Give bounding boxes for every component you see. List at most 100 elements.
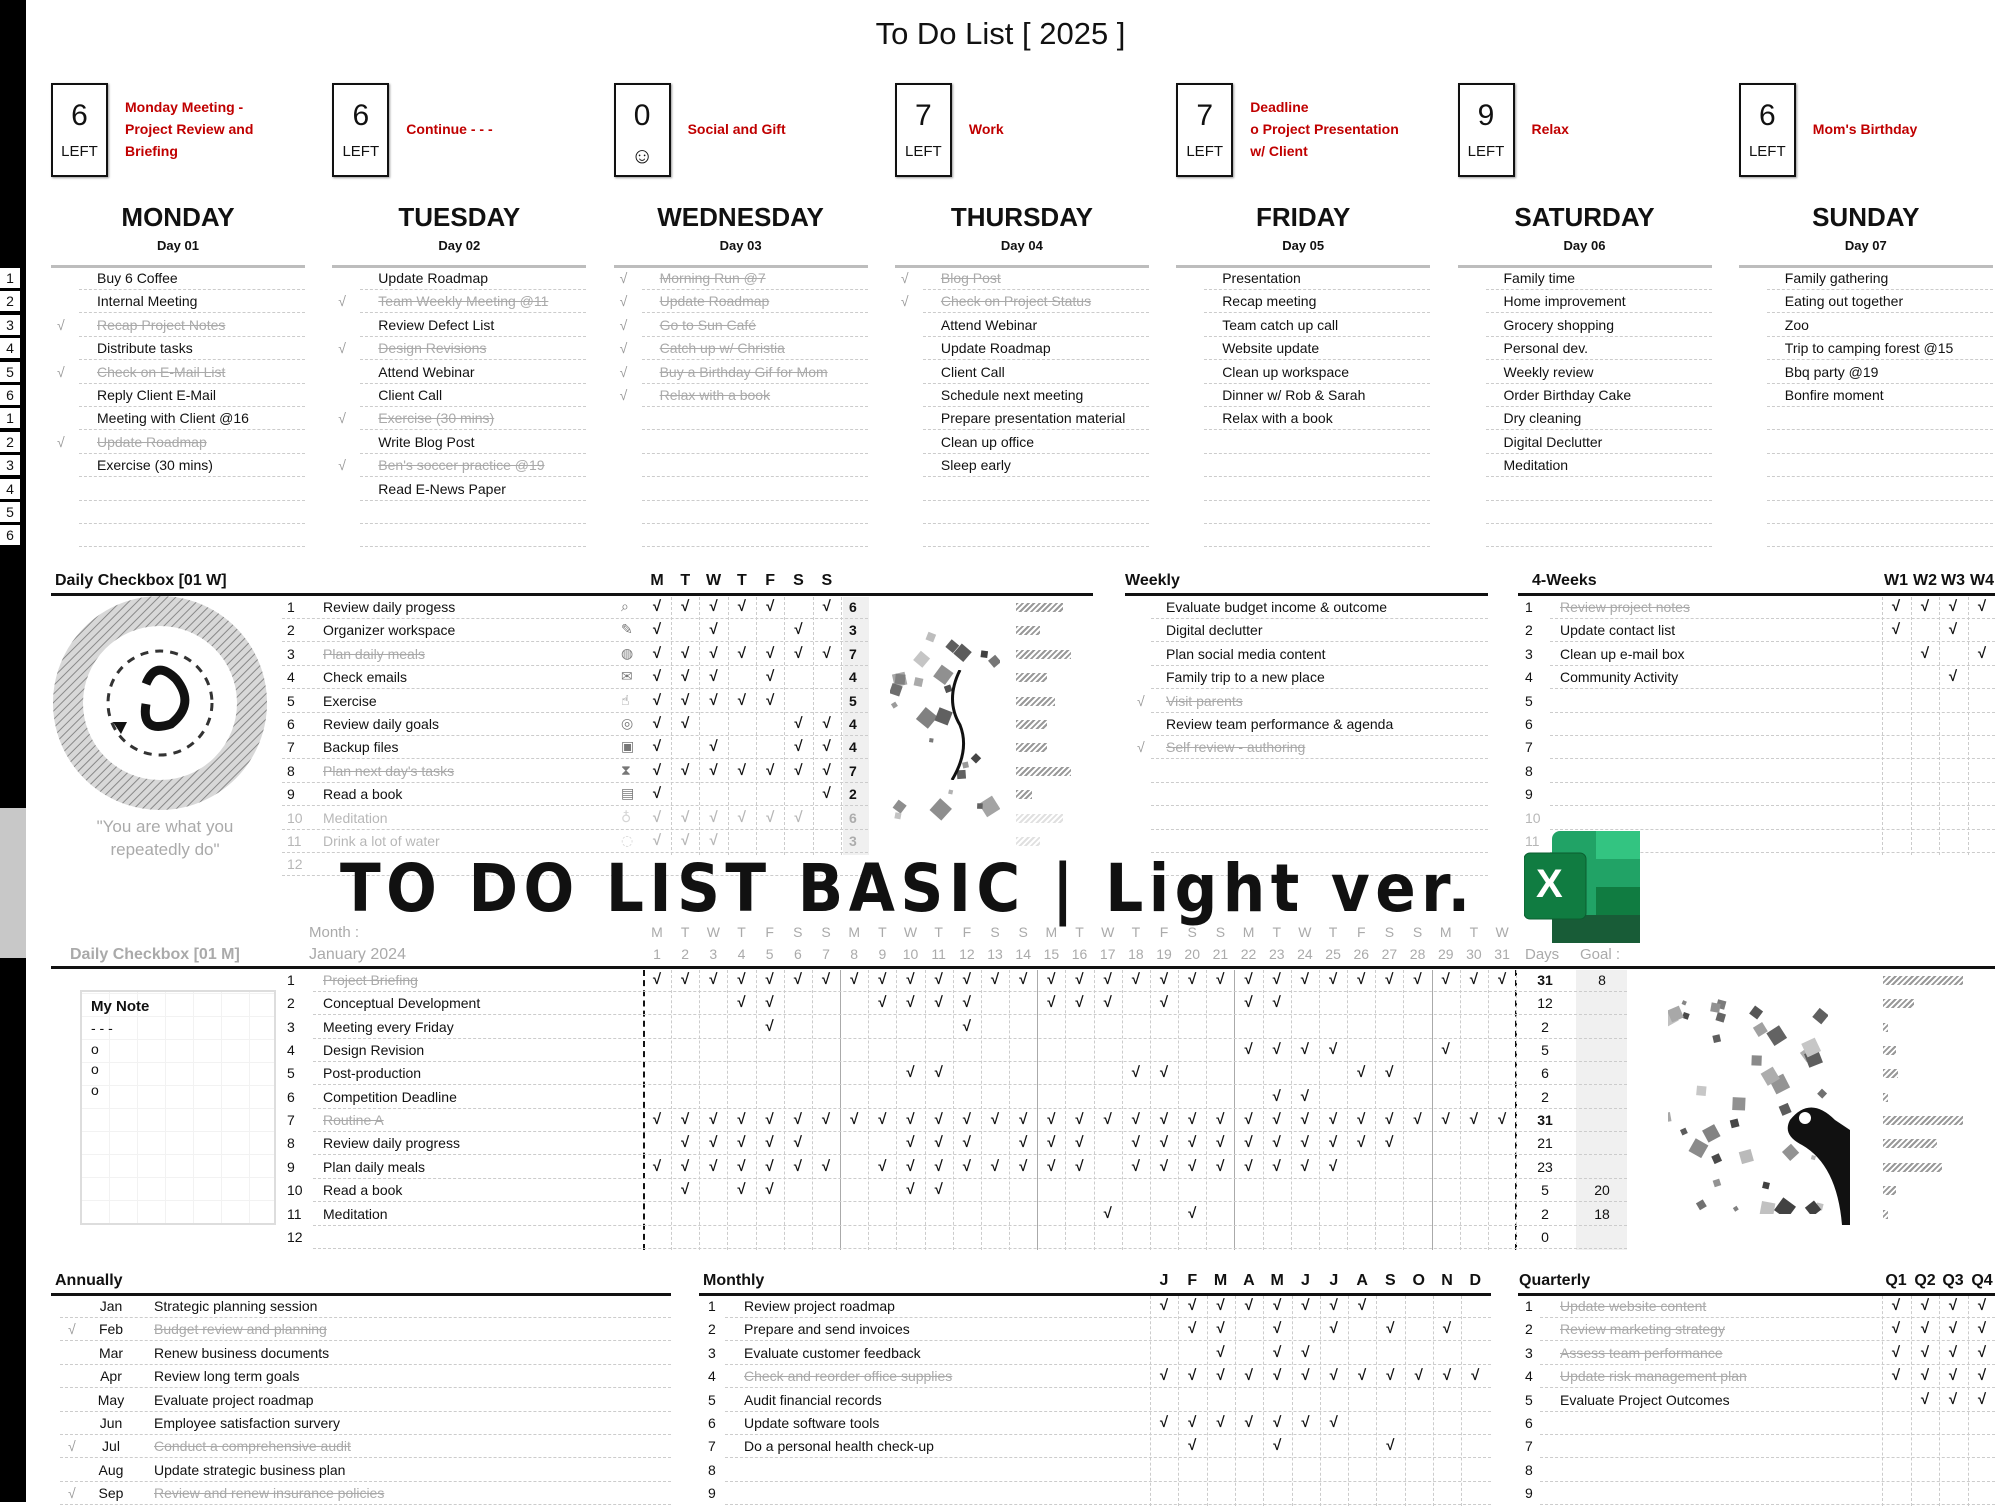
day-check[interactable]: √ <box>962 1157 971 1175</box>
day-check[interactable]: √ <box>681 1111 690 1129</box>
monthly-task[interactable]: Check and reorder office supplies <box>744 1368 953 1385</box>
day-check[interactable]: √ <box>737 1157 746 1175</box>
done-check-icon[interactable]: √ <box>338 457 346 474</box>
day-check[interactable]: √ <box>765 1181 774 1199</box>
done-check-icon[interactable]: √ <box>619 340 628 357</box>
day-check[interactable]: √ <box>1131 1157 1140 1175</box>
habit-label[interactable]: Meditation <box>323 809 388 826</box>
month-check[interactable]: √ <box>1216 1414 1225 1431</box>
day-check[interactable]: √ <box>1131 1134 1140 1152</box>
my-note-line[interactable]: o <box>91 1040 99 1057</box>
day-task[interactable]: Relax with a book <box>1222 410 1333 427</box>
annual-task[interactable]: Strategic planning session <box>154 1298 318 1314</box>
quarter-check[interactable]: √ <box>1948 1320 1958 1338</box>
week-check[interactable]: √ <box>1891 598 1901 615</box>
day-check[interactable]: √ <box>709 971 718 988</box>
day-task[interactable]: Home improvement <box>1503 293 1626 310</box>
habit-label[interactable]: Backup files <box>323 739 399 756</box>
annual-task[interactable]: Conduct a comprehensive audit <box>154 1438 351 1455</box>
annual-task[interactable]: Update strategic business plan <box>154 1461 346 1478</box>
habit-check[interactable]: √ <box>652 644 662 662</box>
day-task[interactable]: Meeting with Client @16 <box>97 410 249 427</box>
goal-value[interactable]: 8 <box>1598 972 1606 988</box>
habit-check[interactable]: √ <box>766 668 775 686</box>
day-check[interactable]: √ <box>737 994 746 1012</box>
month-check[interactable]: √ <box>1301 1414 1310 1431</box>
monthly-habit-label[interactable]: Review daily progress <box>323 1135 460 1152</box>
done-check-icon[interactable]: √ <box>57 363 65 380</box>
day-check[interactable]: √ <box>652 971 662 988</box>
day-task[interactable]: Prepare presentation material <box>940 410 1126 427</box>
day-check[interactable]: √ <box>1075 994 1084 1012</box>
day-check[interactable]: √ <box>934 971 943 988</box>
day-check[interactable]: √ <box>1159 994 1169 1012</box>
habit-check[interactable]: √ <box>652 715 662 732</box>
monthly-habit-label[interactable]: Conceptual Development <box>323 995 481 1012</box>
day-check[interactable]: √ <box>1441 971 1450 988</box>
day-check[interactable]: √ <box>1244 1111 1253 1129</box>
day-check[interactable]: √ <box>1019 1157 1028 1175</box>
habit-check[interactable]: √ <box>709 738 718 756</box>
day-check[interactable]: √ <box>1441 1111 1450 1129</box>
day-task[interactable]: Digital Declutter <box>1503 433 1603 450</box>
day-check[interactable]: √ <box>906 994 915 1012</box>
habit-label[interactable]: Review daily progess <box>323 599 456 615</box>
day-check[interactable]: √ <box>1272 1087 1281 1105</box>
habit-check[interactable]: √ <box>709 691 718 709</box>
habit-check[interactable]: √ <box>681 832 690 849</box>
day-task[interactable]: Distribute tasks <box>97 340 193 357</box>
day-check[interactable]: √ <box>1244 971 1253 988</box>
day-task[interactable]: Recap meeting <box>1222 293 1317 310</box>
habit-check[interactable]: √ <box>737 691 746 709</box>
day-check[interactable]: √ <box>1272 1041 1281 1059</box>
month-check[interactable]: √ <box>1386 1367 1395 1385</box>
day-check[interactable]: √ <box>681 1134 690 1152</box>
habit-check[interactable]: √ <box>766 644 775 662</box>
day-check[interactable]: √ <box>1328 1134 1338 1152</box>
day-check[interactable]: √ <box>962 971 971 988</box>
habit-check[interactable]: √ <box>681 691 690 709</box>
quarter-check[interactable]: √ <box>1977 1297 1987 1314</box>
day-check[interactable]: √ <box>906 1181 915 1199</box>
month-check[interactable]: √ <box>1216 1320 1225 1338</box>
day-check[interactable]: √ <box>709 1111 718 1129</box>
quarter-check[interactable]: √ <box>1977 1320 1987 1338</box>
day-check[interactable]: √ <box>1075 971 1084 988</box>
done-check-icon[interactable]: √ <box>900 270 909 286</box>
quarterly-task[interactable]: Assess team performance <box>1560 1344 1723 1361</box>
month-check[interactable]: √ <box>1244 1367 1253 1385</box>
month-check[interactable]: √ <box>1273 1367 1282 1385</box>
habit-label[interactable]: Plan daily meals <box>323 645 425 662</box>
day-task[interactable]: Review Defect List <box>378 316 495 333</box>
day-task[interactable]: Bbq party @19 <box>1784 363 1879 380</box>
habit-label[interactable]: Exercise <box>323 692 377 709</box>
day-check[interactable]: √ <box>821 1111 831 1129</box>
habit-check[interactable]: √ <box>652 621 662 639</box>
day-check[interactable]: √ <box>765 994 774 1012</box>
day-check[interactable]: √ <box>906 1157 915 1175</box>
goal-value[interactable]: 18 <box>1594 1205 1610 1222</box>
day-check[interactable]: √ <box>1328 971 1338 988</box>
day-check[interactable]: √ <box>850 1111 859 1129</box>
day-task[interactable]: Website update <box>1222 340 1320 357</box>
month-check[interactable]: √ <box>1159 1297 1169 1314</box>
day-task[interactable]: Write Blog Post <box>378 433 475 450</box>
day-task[interactable]: Weekly review <box>1503 363 1594 380</box>
day-task[interactable]: Update Roadmap <box>940 340 1051 357</box>
quarter-check[interactable]: √ <box>1948 1367 1958 1385</box>
day-check[interactable]: √ <box>1300 1134 1310 1152</box>
habit-check[interactable]: √ <box>652 808 662 826</box>
day-check[interactable]: √ <box>737 1134 746 1152</box>
day-check[interactable]: √ <box>1047 1134 1056 1152</box>
monthly-task[interactable]: Evaluate customer feedback <box>744 1344 921 1361</box>
day-task[interactable]: Attend Webinar <box>940 316 1038 333</box>
habit-label[interactable]: Read a book <box>323 786 403 803</box>
month-check[interactable]: √ <box>1386 1437 1395 1455</box>
month-check[interactable]: √ <box>1188 1367 1197 1385</box>
month-check[interactable]: √ <box>1357 1297 1367 1314</box>
day-check[interactable]: √ <box>1357 1134 1366 1152</box>
quarter-check[interactable]: √ <box>1948 1390 1958 1408</box>
done-check-icon[interactable]: √ <box>619 316 628 333</box>
habit-label[interactable]: Review daily goals <box>323 716 439 732</box>
day-check[interactable]: √ <box>1328 1157 1338 1175</box>
